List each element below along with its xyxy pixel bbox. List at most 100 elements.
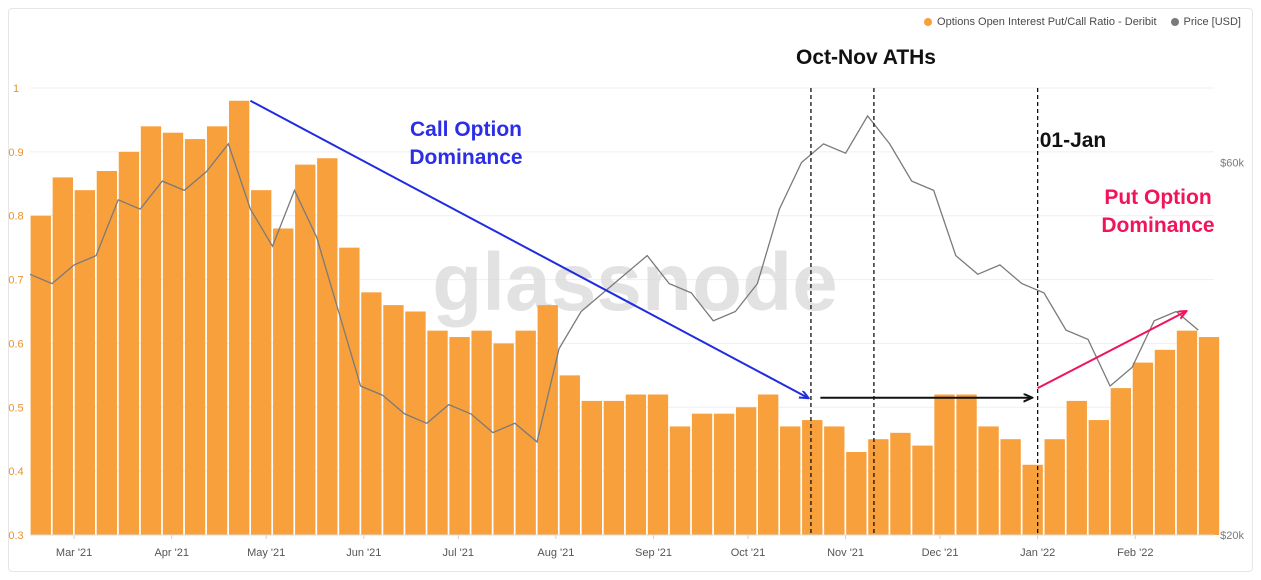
- put-call-bar: [493, 343, 514, 535]
- price-line-group: [29, 114, 1199, 444]
- put-call-bar: [780, 426, 801, 535]
- y-axis-left: 0.3 0.4 0.5 0.6 0.7 0.8 0.9 1: [8, 83, 23, 542]
- put-call-bar: [1088, 420, 1109, 535]
- put-call-bar: [691, 413, 713, 535]
- call-arrow: [249, 99, 807, 398]
- put-call-bar: [162, 132, 184, 535]
- put-call-bar: [184, 139, 206, 536]
- x-tick-label: Apr '21: [154, 547, 189, 559]
- vertical-markers: [810, 88, 1039, 535]
- put-call-bar: [1154, 349, 1176, 535]
- annotation-put: Put Option: [1104, 186, 1211, 209]
- annotation-put: Dominance: [1101, 214, 1214, 237]
- x-tick-label: Jul '21: [443, 547, 474, 559]
- put-call-bar: [295, 164, 316, 535]
- legend-item-price[interactable]: Price [USD]: [1170, 16, 1241, 28]
- put-call-bar: [140, 126, 162, 536]
- put-call-bar: [449, 337, 470, 535]
- legend-item-put-call[interactable]: Options Open Interest Put/Call Ratio - D…: [924, 16, 1157, 28]
- x-tick-label: Sep '21: [635, 547, 672, 559]
- y-left-tick-label: 0.5: [8, 402, 23, 414]
- put-arrow: [1037, 312, 1186, 390]
- put-call-bar: [802, 420, 823, 535]
- put-call-bar: [228, 100, 250, 536]
- annotation-jan: 01-Jan: [1040, 129, 1107, 152]
- x-tick-label: Jun '21: [346, 547, 381, 559]
- put-call-bar: [1176, 330, 1198, 535]
- y-left-tick-label: 1: [13, 83, 19, 95]
- put-call-bar: [934, 394, 955, 535]
- put-call-bar: [1132, 362, 1154, 535]
- x-tick-label: Nov '21: [827, 547, 864, 559]
- put-call-bar: [251, 190, 272, 535]
- watermark-text: glassnode: [432, 237, 838, 328]
- put-call-bar: [713, 413, 735, 535]
- put-call-bar: [559, 375, 580, 535]
- put-call-bar: [824, 426, 845, 535]
- put-call-bar: [758, 394, 779, 535]
- y-left-tick-label: 0.8: [8, 211, 23, 223]
- put-call-bar: [471, 330, 492, 535]
- put-call-bar: [647, 394, 669, 535]
- y-left-tick-label: 0.6: [8, 338, 23, 350]
- legend-swatch-price: [1170, 18, 1179, 26]
- put-call-bar: [912, 445, 933, 535]
- y-axis-right: $20k $60k: [1220, 158, 1244, 543]
- put-call-bar: [1044, 439, 1065, 535]
- x-tick-label: May '21: [247, 547, 285, 559]
- put-call-bar: [581, 400, 602, 535]
- put-call-bar: [96, 171, 118, 535]
- chart-legend: Options Open Interest Put/Call Ratio - D…: [924, 16, 1241, 28]
- x-tick-label: Feb '22: [1117, 547, 1153, 559]
- put-call-bar: [317, 158, 338, 535]
- put-call-bar: [978, 426, 999, 535]
- put-call-bar: [383, 305, 404, 535]
- put-call-bar: [868, 439, 889, 535]
- legend-label-put-call: Options Open Interest Put/Call Ratio - D…: [937, 16, 1157, 28]
- y-left-tick-label: 0.7: [8, 275, 23, 287]
- put-call-bar: [1000, 439, 1021, 535]
- put-call-bar: [1198, 337, 1220, 535]
- put-call-bars: [30, 100, 1220, 536]
- put-call-bar: [52, 177, 73, 535]
- y-right-tick-label: $60k: [1220, 158, 1244, 170]
- put-call-bar: [206, 126, 228, 536]
- put-call-bar: [890, 432, 911, 535]
- put-call-bar: [273, 228, 294, 535]
- put-call-bar: [30, 215, 51, 535]
- x-tick-label: Aug '21: [537, 547, 574, 559]
- y-left-tick-label: 0.3: [8, 530, 23, 542]
- annotation-call: Dominance: [409, 146, 522, 169]
- annotation-arrows: [249, 99, 1186, 398]
- x-tick-label: Mar '21: [56, 547, 92, 559]
- put-call-bar: [735, 407, 757, 535]
- annotation-call: Call Option: [410, 118, 522, 141]
- price-line: [29, 114, 1199, 444]
- x-axis: Mar '21 Apr '21 May '21 Jun '21 Jul '21 Aug '…: [30, 534, 1214, 559]
- put-call-bar: [669, 426, 691, 535]
- x-tick-label: Dec '21: [922, 547, 959, 559]
- put-call-bar: [74, 190, 96, 535]
- put-call-bar: [1110, 388, 1132, 535]
- y-left-tick-label: 0.4: [8, 466, 23, 478]
- put-call-bar: [603, 400, 625, 535]
- put-call-bar: [427, 330, 448, 535]
- put-call-bar: [1022, 464, 1043, 535]
- put-call-bar: [339, 247, 360, 535]
- y-left-tick-label: 0.9: [8, 147, 23, 159]
- put-call-bar: [537, 305, 558, 535]
- x-tick-label: Oct '21: [731, 547, 766, 559]
- put-call-bar: [118, 151, 140, 535]
- put-call-bar: [846, 451, 867, 535]
- put-call-bar: [405, 311, 426, 535]
- annotation-labels: Call Option Dominance Oct-Nov ATHs 01-Jan Pu…: [409, 46, 1214, 237]
- legend-swatch-put-call: [924, 18, 933, 26]
- put-call-bar: [361, 292, 382, 535]
- put-call-bar: [956, 394, 977, 535]
- legend-label-price: Price [USD]: [1183, 16, 1241, 28]
- put-call-bar: [625, 394, 647, 535]
- put-call-bar: [1066, 400, 1087, 535]
- x-tick-label: Jan '22: [1020, 547, 1055, 559]
- annotation-ath: Oct-Nov ATHs: [796, 46, 936, 69]
